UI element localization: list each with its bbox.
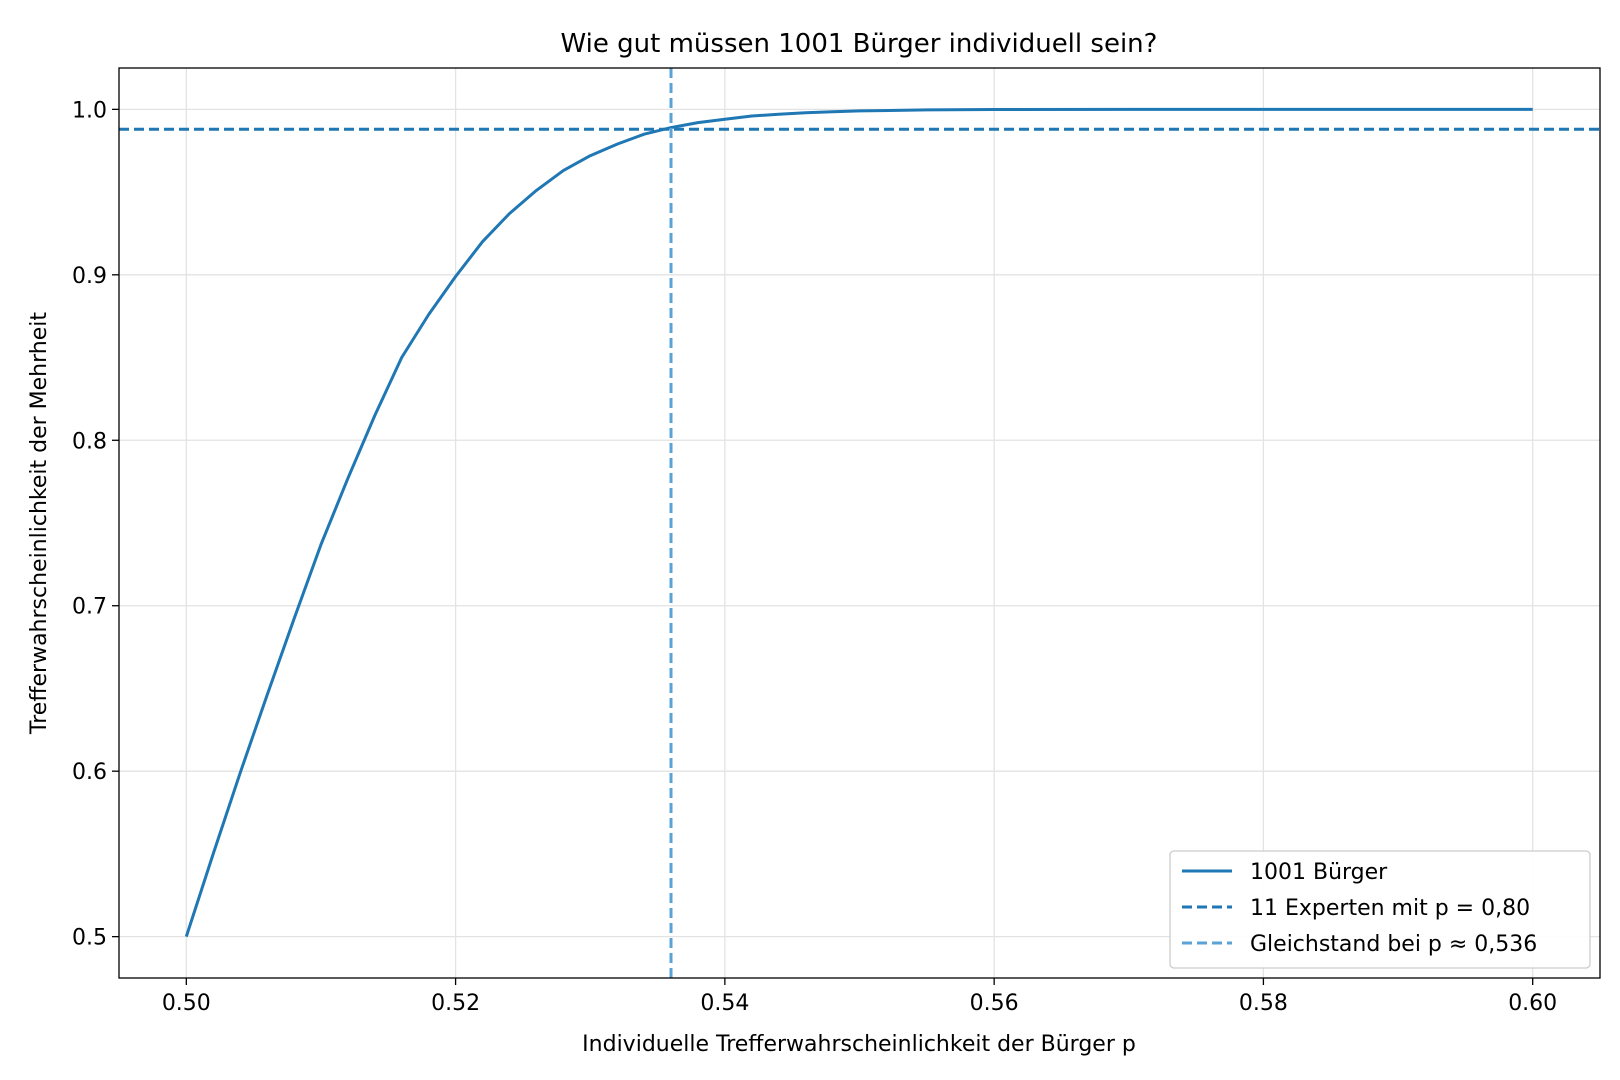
plot-frame xyxy=(118,67,1601,979)
legend-label-gleichstand: Gleichstand bei p ≈ 0,536 xyxy=(1250,932,1537,957)
legend-label-experten: 11 Experten mit p = 0,80 xyxy=(1250,896,1530,921)
legend-box xyxy=(1169,850,1591,969)
chart-title: Wie gut müssen 1001 Bürger individuell s… xyxy=(561,29,1158,59)
plot-series xyxy=(119,68,1600,978)
legend-label-1001-buerger: 1001 Bürger xyxy=(1250,860,1388,885)
y-tick-label: 0.5 xyxy=(72,926,107,951)
x-tick-label: 0.54 xyxy=(700,991,749,1016)
legend: 1001 Bürger 11 Experten mit p = 0,80 Gle… xyxy=(1169,850,1591,969)
x-tick-label: 0.58 xyxy=(1239,991,1288,1016)
x-axis-label: Individuelle Trefferwahrscheinlichkeit d… xyxy=(582,1032,1136,1057)
x-tick-label: 0.60 xyxy=(1508,991,1557,1016)
y-axis-label: Trefferwahrscheinlichkeit der Mehrheit xyxy=(27,312,52,735)
x-tick-label: 0.50 xyxy=(162,991,211,1016)
series-line-1001-buerger xyxy=(184,107,1533,938)
y-tick-label: 0.8 xyxy=(72,429,107,454)
y-tick-label: 0.9 xyxy=(72,264,107,289)
y-tick-label: 0.6 xyxy=(72,760,107,785)
x-axis-ticks: 0.50 0.52 0.54 0.56 0.58 0.60 xyxy=(162,978,1557,1016)
y-tick-label: 0.7 xyxy=(72,595,107,620)
y-axis-ticks: 0.5 0.6 0.7 0.8 0.9 1.0 xyxy=(72,98,119,951)
y-tick-label: 1.0 xyxy=(72,98,107,123)
x-tick-label: 0.56 xyxy=(970,991,1019,1016)
x-tick-label: 0.52 xyxy=(431,991,480,1016)
